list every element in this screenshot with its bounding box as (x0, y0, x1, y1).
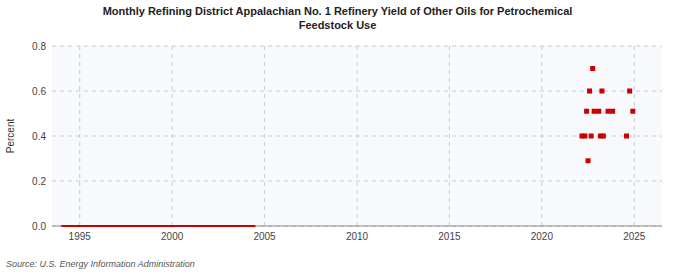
point (627, 89, 632, 94)
point (590, 66, 595, 71)
point (610, 109, 615, 114)
x-grid-line (264, 46, 265, 226)
x-grid-line (79, 46, 80, 226)
x-tick-label: 2015 (438, 231, 461, 242)
x-grid-line (541, 46, 542, 226)
y-grid-line (52, 181, 662, 182)
y-tick-label: 0.0 (32, 221, 46, 232)
source-note: Source: U.S. Energy Information Administ… (6, 259, 195, 269)
point (596, 109, 601, 114)
title-line: Monthly Refining District Appalachian No… (103, 5, 573, 17)
x-axis-line (52, 226, 662, 227)
x-grid-line (449, 46, 450, 226)
y-grid-line (52, 91, 662, 92)
x-tick-label: 2005 (253, 231, 276, 242)
grid (52, 46, 662, 226)
chart: Monthly Refining District Appalachian No… (0, 0, 675, 275)
y-tick-label: 0.4 (32, 131, 46, 142)
y-tick-label: 0.6 (32, 86, 46, 97)
plot-area (52, 46, 662, 226)
y-grid-line (52, 226, 662, 227)
point (587, 89, 592, 94)
x-grid-line (634, 46, 635, 226)
line (61, 225, 255, 227)
point (582, 134, 587, 139)
point (624, 134, 629, 139)
x-tick-label: 2020 (531, 231, 554, 242)
point (599, 89, 604, 94)
point (586, 158, 591, 163)
y-tick-label: 0.2 (32, 176, 46, 187)
y-tick-label: 0.8 (32, 41, 46, 52)
x-tick-label: 2000 (161, 231, 184, 242)
x-tick-label: 2010 (346, 231, 369, 242)
x-grid-line (172, 46, 173, 226)
point (592, 109, 597, 114)
x-tick-label: 2025 (623, 231, 646, 242)
point (606, 109, 611, 114)
y-axis-label: Percent (5, 119, 16, 154)
point (584, 109, 589, 114)
x-grid-line (357, 46, 358, 226)
point (630, 109, 635, 114)
title: Monthly Refining District Appalachian No… (103, 5, 573, 31)
data (61, 66, 635, 226)
x-tick-label: 1995 (69, 231, 92, 242)
point (589, 134, 594, 139)
title-line: Feedstock Use (299, 19, 377, 31)
point (601, 134, 606, 139)
